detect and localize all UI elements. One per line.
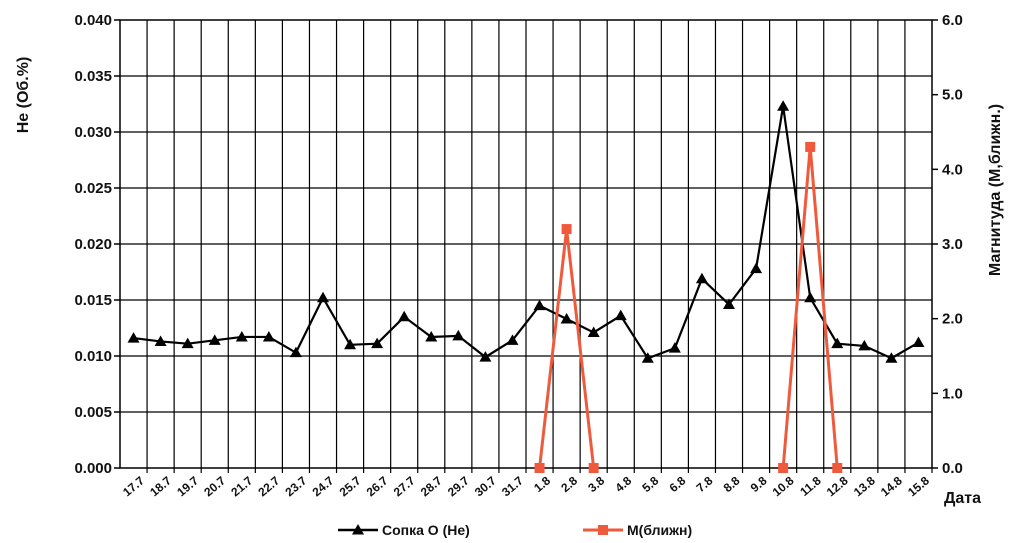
y-right-tick-label: 2.0 <box>942 311 963 328</box>
series-line-sopka <box>133 106 920 360</box>
x-tick-label: 22.7 <box>255 473 282 499</box>
x-tick-label: 29.7 <box>445 473 472 499</box>
y-right-tick-label: 0.0 <box>942 460 963 477</box>
data-point-sopka <box>398 310 411 322</box>
x-tick-label: 6.8 <box>667 473 689 495</box>
legend: Сопка О (He) М(ближн) <box>338 522 692 538</box>
x-tick-label: 5.8 <box>639 473 661 495</box>
x-tick-label: 31.7 <box>499 473 526 499</box>
data-point-sopka <box>344 338 357 350</box>
data-point-sopka <box>317 291 329 303</box>
data-point-magnitude <box>778 463 789 473</box>
x-tick-label: 9.8 <box>748 473 770 495</box>
grid <box>120 20 932 468</box>
x-tick-label: 7.8 <box>694 473 716 495</box>
x-tick-label: 2.8 <box>558 473 580 495</box>
data-point-sopka <box>262 330 275 342</box>
data-point-sopka <box>587 326 600 337</box>
data-point-sopka <box>154 335 167 346</box>
y-axis-left-label: He (Об.%) <box>15 57 32 134</box>
x-tick-label: 30.7 <box>472 473 499 499</box>
x-tick-label: 15.8 <box>905 473 932 499</box>
x-tick-label: 13.8 <box>851 473 878 499</box>
data-point-sopka <box>371 337 384 349</box>
x-tick-label: 25.7 <box>337 473 364 499</box>
y-left-tick-label: 0.035 <box>74 68 112 85</box>
data-point-sopka <box>641 352 654 363</box>
x-tick-label: 24.7 <box>310 473 337 499</box>
legend-marker-square <box>598 525 608 535</box>
data-point-sopka <box>479 351 492 362</box>
y-left-tick-label: 0.010 <box>74 348 112 365</box>
data-point-sopka <box>804 291 817 303</box>
y-left-tick-label: 0.040 <box>74 12 112 29</box>
data-point-sopka <box>235 330 248 342</box>
x-tick-label: 26.7 <box>364 473 391 499</box>
data-point-sopka <box>723 298 735 309</box>
x-tick-label: 23.7 <box>283 473 310 499</box>
series-line-magnitude <box>538 228 596 469</box>
series <box>127 100 925 473</box>
x-tick-label: 19.7 <box>174 473 201 499</box>
legend-marker-triangle <box>352 524 364 535</box>
x-axis-label: Дата <box>944 490 981 507</box>
data-point-sopka <box>614 309 627 321</box>
data-point-magnitude <box>832 463 843 473</box>
y-axis-right-label: Магнитуда (М,ближн.) <box>987 104 1004 276</box>
data-point-magnitude <box>805 141 816 152</box>
data-point-sopka <box>289 346 302 358</box>
y-left-tick-label: 0.015 <box>74 292 112 309</box>
data-point-sopka <box>506 334 519 345</box>
y-left-tick-label: 0.030 <box>74 124 112 141</box>
data-point-sopka <box>425 330 438 342</box>
data-point-sopka <box>127 332 140 343</box>
data-point-sopka <box>208 334 221 345</box>
data-point-sopka <box>831 337 844 349</box>
x-tick-label: 21.7 <box>228 473 255 499</box>
data-point-sopka <box>181 337 194 349</box>
x-tick-label: 12.8 <box>824 473 851 499</box>
y-right-tick-label: 5.0 <box>942 87 963 104</box>
x-tick-label: 18.7 <box>147 473 174 499</box>
y-right-tick-label: 1.0 <box>942 385 963 402</box>
x-tick-label: 3.8 <box>585 473 607 495</box>
y-right-tick-label: 4.0 <box>942 161 963 178</box>
legend-entry-sopka: Сопка О (He) <box>382 522 470 538</box>
data-point-sopka <box>912 336 925 348</box>
data-point-magnitude <box>561 224 572 235</box>
x-tick-label: 14.8 <box>878 473 905 499</box>
legend-entry-magnitude: М(ближн) <box>627 522 692 538</box>
x-tick-label: 11.8 <box>797 473 824 499</box>
y-left-tick-label: 0.005 <box>74 404 112 421</box>
data-point-magnitude <box>534 463 545 473</box>
data-point-sopka <box>452 329 465 341</box>
data-point-sopka <box>858 339 871 351</box>
data-point-sopka <box>668 342 681 353</box>
x-tick-label: 20.7 <box>201 473 228 499</box>
series-line-magnitude <box>781 146 839 469</box>
data-point-magnitude <box>588 463 599 473</box>
y-right-tick-label: 3.0 <box>942 236 963 253</box>
x-tick-label: 8.8 <box>721 473 743 495</box>
x-tick-label: 17.7 <box>120 473 147 499</box>
axes: 0.000 0.005 0.010 0.015 0.020 0.025 0.030 0.035… <box>74 12 962 499</box>
x-tick-label: 27.7 <box>391 473 418 499</box>
data-point-sopka <box>777 100 790 111</box>
labels: He (Об.%) Магнитуда (М,ближн.) Дата <box>15 57 1004 507</box>
x-tick-label: 4.8 <box>612 473 634 495</box>
x-tick-label: 1.8 <box>531 473 553 495</box>
y-left-tick-label: 0.000 <box>74 460 112 477</box>
data-point-sopka <box>695 272 708 284</box>
x-tick-label: 28.7 <box>418 473 445 499</box>
y-right-tick-label: 6.0 <box>942 12 963 29</box>
y-left-tick-label: 0.020 <box>74 236 112 253</box>
data-point-sopka <box>885 352 898 363</box>
data-point-sopka <box>750 262 763 274</box>
data-point-sopka <box>560 313 573 324</box>
y-left-tick-label: 0.025 <box>74 180 112 197</box>
x-tick-label: 10.8 <box>770 473 797 499</box>
data-point-sopka <box>533 299 546 311</box>
